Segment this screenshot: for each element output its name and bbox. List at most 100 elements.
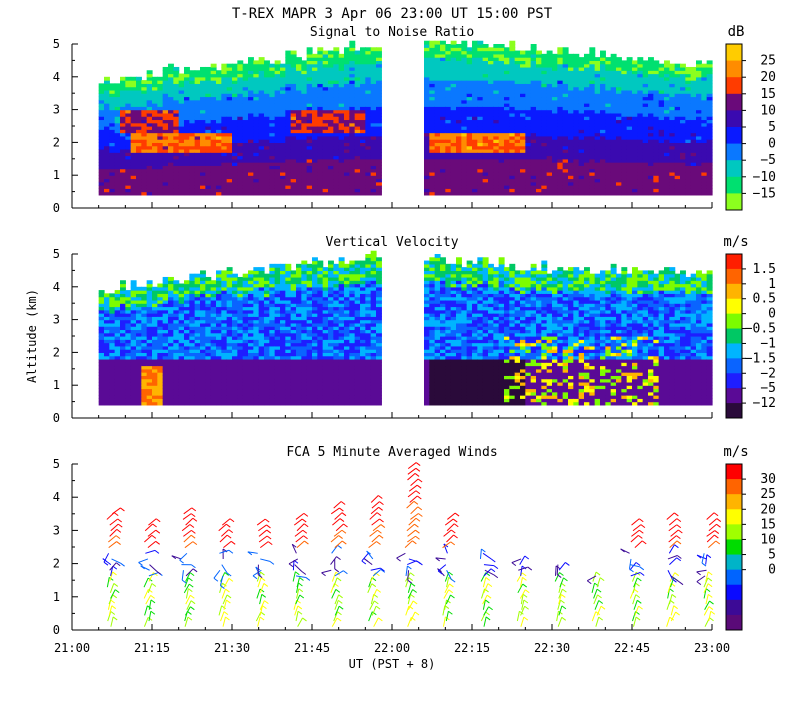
heatmap-cell [136,287,142,291]
colorbar-label: −10 [753,170,776,185]
heatmap-cell [99,290,105,294]
heatmap-cell [611,54,617,58]
colorbar-label: −5 [760,153,776,168]
heatmap-cell [189,70,195,74]
heatmap-cell [573,54,579,58]
heatmap-cell [349,41,355,45]
heatmap-cell [109,83,115,87]
snr-unit: dB [728,24,745,40]
heatmap-cell [163,67,169,71]
heatmap-cell [632,60,638,64]
heatmap-cell [152,287,158,291]
heatmap-cell [376,47,382,51]
heatmap-cell [355,51,361,55]
heatmap-cell [205,67,211,71]
heatmap-cell [328,51,334,55]
heatmap-cell [520,51,526,55]
heatmap-cell [280,64,286,68]
colorbar-swatch [726,77,742,94]
colorbar-label: 5 [768,120,776,135]
heatmap-cell [488,47,494,51]
heatmap-cell [595,57,601,61]
heatmap-cell [701,64,707,68]
heatmap-cell [360,47,366,51]
heatmap-cell [269,64,275,68]
heatmap-cell [147,70,153,74]
heatmap-cell [477,41,483,45]
heatmap-cell [493,44,499,48]
heatmap-cell [333,47,339,51]
heatmap-cell [525,51,531,55]
y-tick-label: 5 [53,37,60,51]
snr-x-ticks [72,202,712,208]
y-tick-label: 4 [53,70,60,84]
colorbar-swatch [726,127,742,144]
colorbar-swatch [726,44,742,61]
heatmap-cell [547,51,553,55]
colorbar-swatch [726,94,742,111]
heatmap-cell [467,47,473,51]
heatmap-cell [696,60,702,64]
colorbar-swatch [726,61,742,78]
y-tick-label: 1 [53,168,60,182]
heatmap-cell [339,54,345,58]
colorbar-swatch [726,144,742,161]
heatmap-cell [141,287,147,291]
heatmap-cell [424,41,430,45]
heatmap-cell [685,67,691,71]
heatmap-cell [157,77,163,81]
heatmap-cell [659,64,665,68]
colorbar-swatch [726,160,742,177]
colorbar-swatch [726,177,742,194]
heatmap-cell [184,67,190,71]
colorbar-swatch [726,110,742,127]
colorbar-label: 15 [760,87,776,102]
heatmap-cell [563,47,569,51]
heatmap-cell [296,57,302,61]
heatmap-cell [141,80,147,84]
heatmap-cell [344,47,350,51]
snr-title: Signal to Noise Ratio [310,25,474,40]
heatmap-cell [643,60,649,64]
heatmap-cell [317,47,323,51]
heatmap-cell [707,60,713,64]
snr-heatmap [99,41,713,196]
colorbar-label: 25 [760,54,776,69]
heatmap-cell [637,57,643,61]
heatmap-cell [680,64,686,68]
y-tick-label: 3 [53,103,60,117]
heatmap-cell [211,64,217,68]
heatmap-cell [307,47,313,51]
heatmap-cell [115,290,121,294]
heatmap-cell [552,54,558,58]
heatmap-cell [120,280,126,284]
heatmap-cell [259,57,265,61]
heatmap-cell [264,60,270,64]
heatmap-cell [483,44,489,48]
y-tick-label: 0 [53,201,60,215]
heatmap-cell [445,44,451,48]
heatmap-cell [621,60,627,64]
heatmap-cell [669,64,675,68]
heatmap-cell [232,64,238,68]
heatmap-cell [440,41,446,45]
heatmap-cell [616,57,622,61]
heatmap-cell [579,57,585,61]
heatmap-cell [168,64,174,68]
colorbar-label: 20 [760,70,776,85]
heatmap-cell [125,77,131,81]
heatmap-cell [600,51,606,55]
heatmap-cell [291,51,297,55]
heatmap-cell [435,41,441,45]
heatmap-cell [664,60,670,64]
heatmap-cell [472,41,478,45]
heatmap-cell [195,70,201,74]
figure-title: T-REX MAPR 3 Apr 06 23:00 UT 15:00 PST [232,6,553,22]
heatmap-cell [179,74,185,78]
velocity-title: Vertical Velocity [325,235,458,250]
heatmap-cell [248,57,254,61]
